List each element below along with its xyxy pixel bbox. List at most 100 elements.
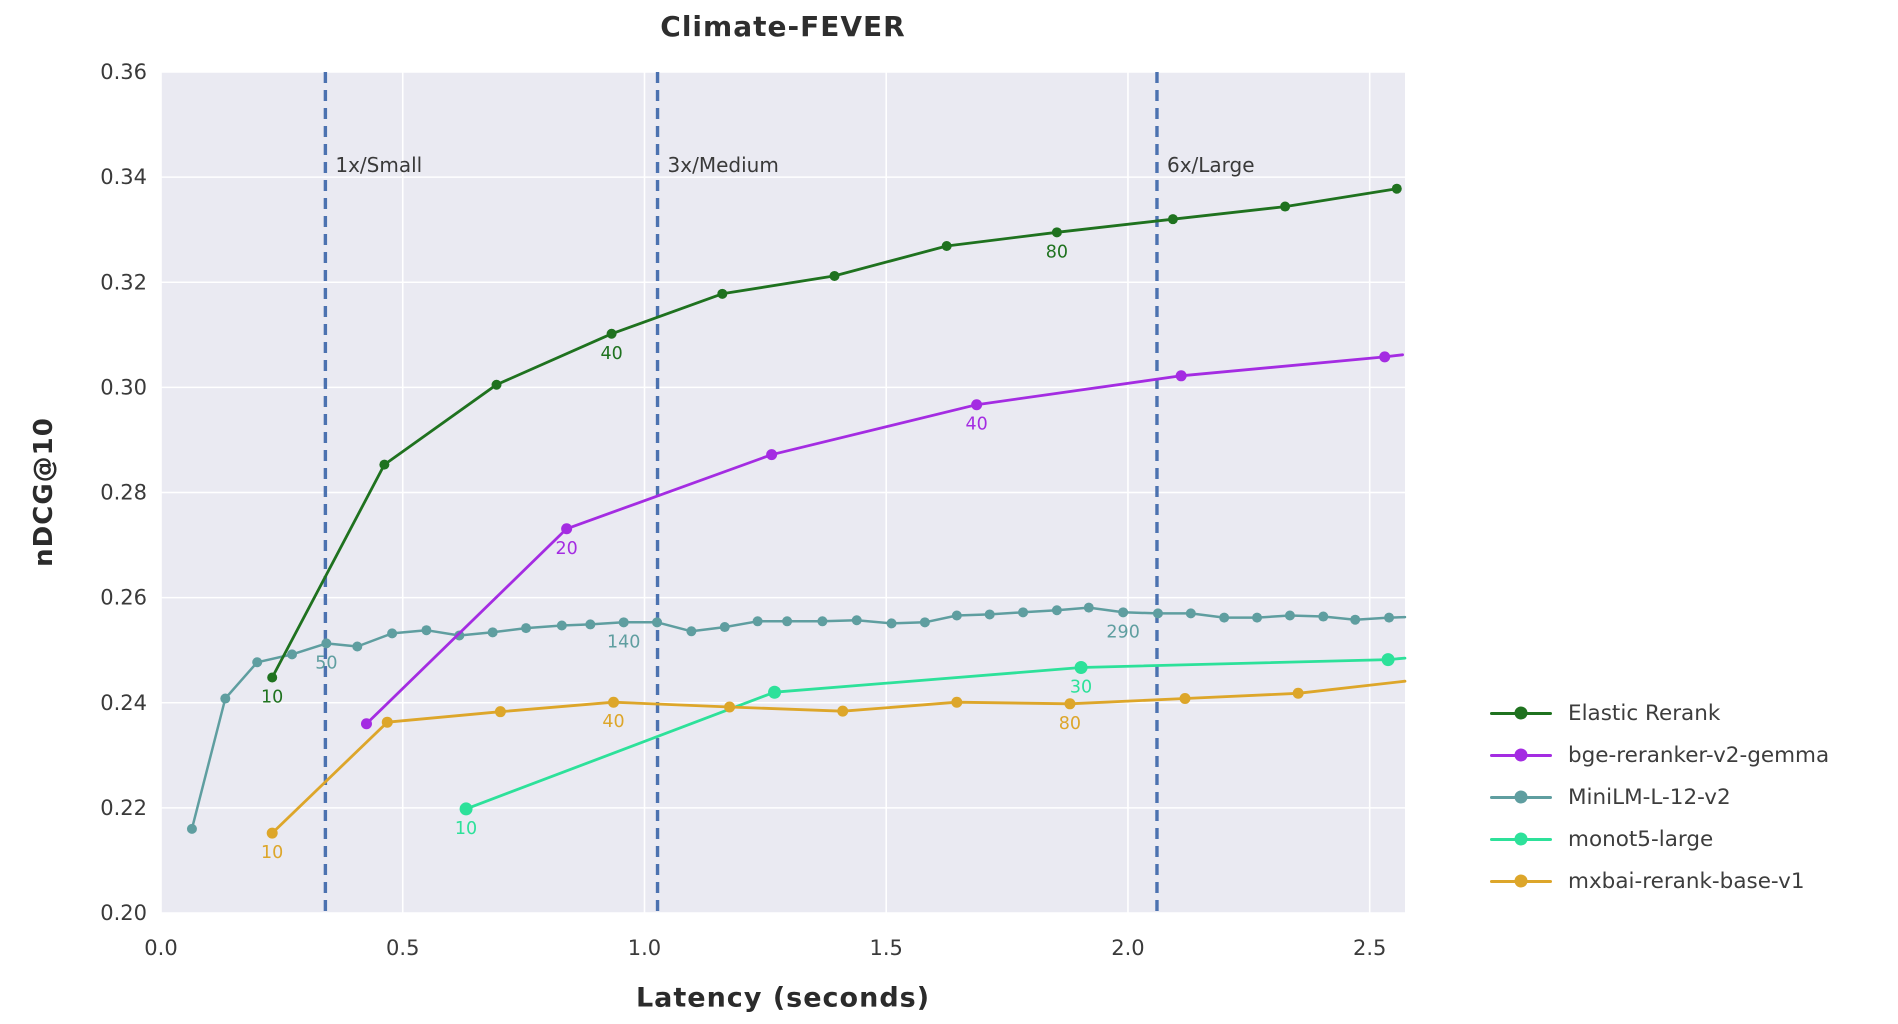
- data-point: [220, 693, 231, 704]
- point-label: 140: [607, 632, 640, 652]
- legend-line-marker-icon: [1490, 832, 1552, 846]
- legend-line-marker-icon: [1490, 706, 1552, 720]
- data-point: [352, 641, 363, 652]
- x-tick-label: 1.5: [870, 936, 903, 960]
- y-tick-label: 0.28: [100, 481, 147, 505]
- chart-title: Climate-FEVER: [660, 10, 906, 43]
- series-monot5-large: 10 30: [455, 653, 1407, 839]
- series-elastic-rerank: 10 40 80: [261, 183, 1402, 708]
- legend-item: mxbai-rerank-base-v1: [1490, 860, 1829, 902]
- point-label: 20: [556, 539, 578, 559]
- data-point: [421, 625, 432, 636]
- x-tick-label: 0.0: [144, 936, 177, 960]
- point-label: 50: [315, 653, 337, 673]
- data-point: [561, 523, 573, 535]
- legend-line-marker-icon: [1490, 874, 1552, 888]
- legend-label: Elastic Rerank: [1568, 700, 1721, 726]
- legend-line-marker-icon: [1490, 748, 1552, 762]
- x-tick-label: 0.5: [386, 936, 419, 960]
- budget-annotation: 3x/Medium: [668, 153, 779, 177]
- legend-item: MiniLM-L-12-v2: [1490, 776, 1829, 818]
- data-point: [1018, 607, 1029, 618]
- data-point: [521, 623, 532, 634]
- data-point: [1318, 611, 1329, 622]
- data-point: [782, 616, 793, 627]
- data-point: [752, 616, 763, 627]
- point-label: 30: [1070, 678, 1092, 698]
- data-point: [919, 617, 930, 628]
- budget-annotation: 1x/Small: [335, 153, 422, 177]
- data-point: [1350, 614, 1361, 625]
- data-point: [459, 802, 473, 816]
- data-point: [608, 696, 620, 708]
- data-point: [487, 627, 498, 638]
- data-point: [379, 459, 390, 470]
- data-point: [1051, 227, 1062, 238]
- legend-item: Elastic Rerank: [1490, 692, 1829, 734]
- data-point: [454, 630, 465, 641]
- x-axis-label: Latency (seconds): [635, 982, 931, 1014]
- x-tick-label: 2.0: [1111, 936, 1144, 960]
- data-point: [652, 617, 663, 628]
- y-tick-label: 0.22: [100, 796, 147, 820]
- data-point: [1379, 351, 1391, 363]
- point-label: 40: [600, 344, 622, 364]
- data-point: [252, 657, 263, 668]
- data-point: [287, 649, 298, 660]
- point-label: 10: [261, 688, 283, 708]
- data-point: [1384, 612, 1395, 623]
- point-label: 10: [261, 843, 283, 863]
- data-point: [606, 328, 617, 339]
- data-point: [266, 827, 278, 839]
- data-point: [381, 716, 393, 728]
- x-tick-label: 2.5: [1353, 936, 1386, 960]
- data-point: [1381, 653, 1395, 667]
- y-tick-label: 0.34: [100, 165, 147, 189]
- data-point: [817, 616, 828, 627]
- data-point: [1185, 608, 1196, 619]
- legend-label: bge-reranker-v2-gemma: [1568, 742, 1830, 768]
- data-point: [491, 379, 502, 390]
- data-point: [1051, 605, 1062, 616]
- data-point: [719, 622, 730, 633]
- data-point: [717, 288, 728, 299]
- data-point: [886, 618, 897, 629]
- point-label: 40: [965, 415, 987, 435]
- series-mxbai-rerank-base-v1: 10 40 80: [261, 679, 1407, 863]
- data-point: [1118, 607, 1129, 618]
- legend-label: mxbai-rerank-base-v1: [1568, 868, 1805, 894]
- data-point: [1292, 687, 1304, 699]
- data-point: [1175, 370, 1187, 382]
- data-point: [766, 449, 778, 461]
- data-point: [951, 610, 962, 621]
- series-minilm-l-12-v2: 50 140 290: [186, 602, 1407, 834]
- data-point: [1252, 612, 1263, 623]
- legend-label: monot5-large: [1568, 826, 1714, 852]
- data-point: [724, 701, 736, 713]
- data-point: [556, 620, 567, 631]
- point-label: 290: [1106, 622, 1139, 642]
- data-point: [267, 672, 278, 683]
- x-tick-label: 1.0: [628, 936, 661, 960]
- data-point: [984, 609, 995, 620]
- data-point: [768, 685, 782, 699]
- point-label: 80: [1046, 242, 1068, 262]
- y-tick-label: 0.36: [100, 60, 147, 84]
- data-point: [585, 619, 596, 630]
- series-line: [190, 606, 1407, 831]
- data-point: [387, 628, 398, 639]
- data-point: [1083, 602, 1094, 613]
- data-point: [1280, 201, 1291, 212]
- data-point: [941, 240, 952, 251]
- data-point: [1074, 661, 1088, 675]
- legend-line-marker-icon: [1490, 790, 1552, 804]
- y-tick-label: 0.24: [100, 691, 147, 715]
- legend-item: monot5-large: [1490, 818, 1829, 860]
- legend: Elastic Rerank bge-reranker-v2-gemma MiniL…: [1490, 692, 1829, 902]
- data-point: [321, 638, 332, 649]
- data-point: [1167, 214, 1178, 225]
- point-label: 10: [455, 819, 477, 839]
